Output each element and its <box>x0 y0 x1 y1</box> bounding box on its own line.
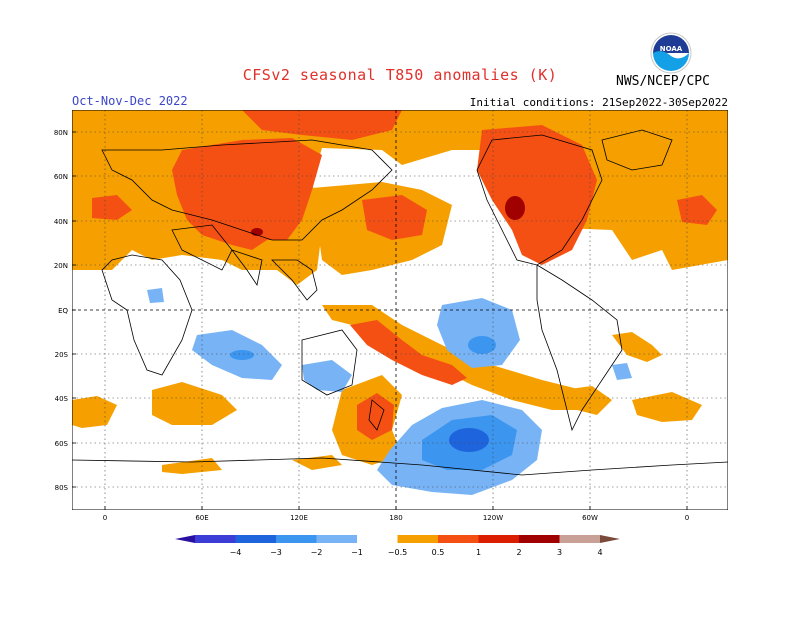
colorbar-tick-label: 4 <box>597 548 602 557</box>
colorbar-tick-label: −0.5 <box>388 548 407 557</box>
logo-text: NOAA <box>660 45 683 53</box>
colorbar-segment <box>276 535 317 543</box>
colorbar-tick-label: −3 <box>270 548 282 557</box>
lon-label: 120E <box>290 514 308 522</box>
colorbar-segment <box>600 535 620 543</box>
noaa-logo: NOAA <box>650 32 692 74</box>
colorbar-segment <box>195 535 236 543</box>
colorbar-segment <box>235 535 276 543</box>
colorbar-segment <box>438 535 479 543</box>
lon-label: 0 <box>103 514 107 522</box>
anomaly-neg2-neg3-regions <box>449 428 489 452</box>
colorbar-tick-label: −1 <box>351 548 363 557</box>
lon-label: 60E <box>195 514 208 522</box>
colorbar-tick-label: 1 <box>476 548 481 557</box>
colorbar-ticks: −4 −3 −2 −1 −0.5 0.5 1 2 3 4 <box>230 548 603 557</box>
colorbar-segment <box>559 535 600 543</box>
colorbar-tick-label: −2 <box>311 548 323 557</box>
lat-label: 60S <box>55 440 69 448</box>
lon-label: 60W <box>582 514 598 522</box>
colorbar-segment <box>175 535 195 543</box>
equator-dateline <box>72 110 728 510</box>
colorbar-segment <box>316 535 357 543</box>
colorbar-segment <box>397 535 438 543</box>
colorbar-tick-label: −4 <box>230 548 242 557</box>
lon-label: 0 <box>685 514 689 522</box>
colorbar-tick-label: 2 <box>516 548 521 557</box>
colorbar: −4 −3 −2 −1 −0.5 0.5 1 2 3 4 <box>175 535 620 557</box>
colorbar-segments <box>175 535 620 543</box>
lat-labels: 80N 60N 40N 20N EQ 20S 40S 60S 80S <box>54 129 69 492</box>
anomaly-2-3-regions <box>251 196 525 236</box>
lat-label: 40N <box>54 218 68 226</box>
lon-label: 180 <box>389 514 402 522</box>
lon-labels: 0 60E 120E 180 120W 60W 0 <box>103 514 689 522</box>
colorbar-segment <box>478 535 519 543</box>
anomaly-1-2-regions <box>92 110 717 440</box>
lat-label: 80S <box>55 484 69 492</box>
lat-label: 60N <box>54 173 68 181</box>
colorbar-segment <box>357 535 398 543</box>
colorbar-tick-label: 3 <box>557 548 562 557</box>
colorbar-tick-label: 0.5 <box>432 548 445 557</box>
initial-conditions-label: Initial conditions: 21Sep2022-30Sep2022 <box>469 96 728 109</box>
lat-label: 40S <box>55 395 69 403</box>
axis-ticks <box>72 131 688 510</box>
chart-title: CFSv2 seasonal T850 anomalies (K) <box>242 66 558 84</box>
lat-label: 20N <box>54 262 68 270</box>
lat-label: 80N <box>54 129 68 137</box>
coastlines <box>72 129 728 476</box>
season-label: Oct-Nov-Dec 2022 <box>72 94 188 108</box>
lat-label: 20S <box>55 351 69 359</box>
lon-label: 120W <box>483 514 503 522</box>
graticule <box>72 110 728 510</box>
lat-label: EQ <box>58 307 68 315</box>
colorbar-segment <box>519 535 560 543</box>
anomaly-map <box>72 110 728 510</box>
agency-label: NWS/NCEP/CPC <box>616 74 710 89</box>
